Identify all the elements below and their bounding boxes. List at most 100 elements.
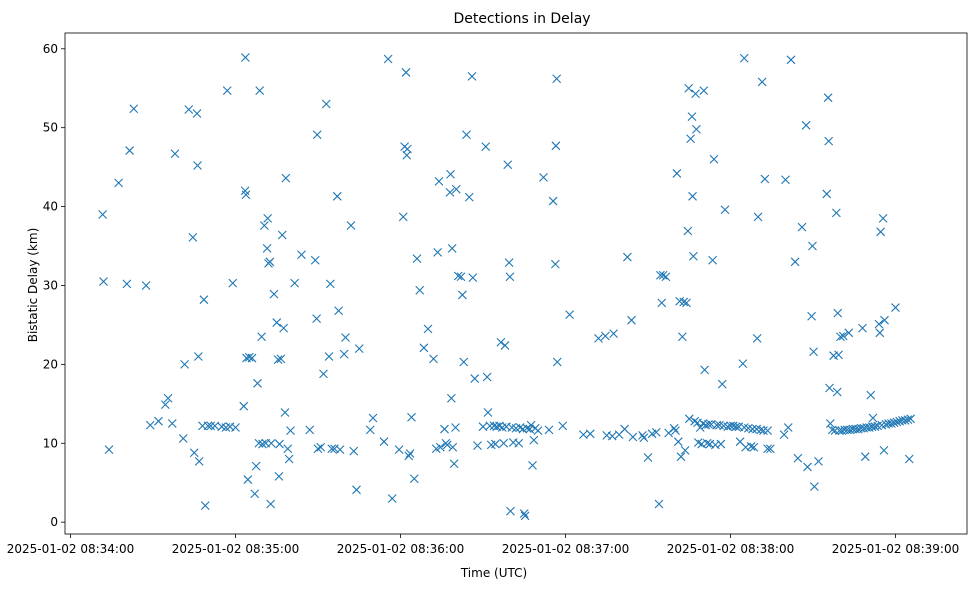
data-point: [194, 457, 204, 466]
data-point: [691, 89, 700, 99]
data-point: [442, 440, 452, 450]
data-point: [145, 420, 155, 430]
data-point: [325, 279, 335, 289]
markers-layer: [98, 53, 916, 521]
x-tick-label: 2025-01-02 08:36:00: [337, 542, 464, 556]
data-point: [875, 328, 885, 338]
data-point: [467, 72, 477, 81]
data-point: [259, 221, 269, 230]
data-point: [505, 272, 515, 282]
data-point: [717, 379, 727, 389]
data-point: [98, 210, 108, 219]
data-point: [808, 241, 817, 251]
data-point: [262, 244, 272, 253]
data-point: [548, 196, 558, 206]
data-point: [506, 506, 515, 516]
data-point: [170, 149, 180, 159]
data-point: [310, 255, 320, 265]
data-point: [297, 250, 306, 260]
data-point: [886, 419, 896, 428]
data-point: [274, 472, 284, 481]
data-point: [254, 438, 264, 448]
data-point: [638, 430, 647, 440]
data-point: [453, 271, 463, 281]
data-point: [814, 457, 823, 466]
data-point: [809, 482, 819, 492]
data-point: [661, 272, 671, 282]
data-point: [876, 227, 886, 237]
data-point: [334, 306, 344, 316]
data-point: [255, 86, 265, 95]
data-point: [655, 270, 665, 280]
data-point: [620, 424, 630, 434]
y-tick-label: 50: [43, 121, 58, 135]
data-point: [520, 511, 530, 521]
data-point: [243, 475, 253, 484]
data-point: [276, 354, 286, 364]
data-point: [412, 254, 422, 264]
data-point: [434, 176, 444, 186]
data-point: [154, 416, 163, 426]
data-point: [319, 369, 328, 379]
data-point: [446, 169, 455, 179]
data-point: [550, 259, 560, 269]
data-point: [688, 251, 698, 261]
data-point: [522, 423, 532, 433]
data-point: [558, 421, 568, 431]
data-point: [686, 134, 696, 144]
data-point: [682, 298, 691, 308]
data-point: [680, 445, 690, 455]
data-point: [286, 426, 295, 436]
data-point: [858, 323, 867, 333]
data-point: [838, 331, 848, 341]
data-point: [266, 499, 276, 509]
data-point: [709, 154, 719, 164]
data-point: [807, 311, 817, 321]
data-point: [462, 130, 471, 140]
data-point: [529, 435, 539, 445]
data-point: [684, 83, 694, 93]
data-point: [830, 426, 840, 436]
data-point: [528, 460, 537, 470]
data-point: [695, 423, 705, 432]
data-point: [253, 378, 262, 388]
data-point: [433, 247, 443, 257]
data-point: [482, 372, 492, 382]
data-point: [823, 93, 833, 103]
data-point: [651, 427, 661, 437]
data-point: [464, 192, 474, 202]
data-point: [673, 437, 683, 447]
data-point: [692, 124, 701, 134]
data-point: [379, 437, 389, 447]
data-point: [354, 344, 364, 353]
data-point: [683, 226, 693, 236]
data-point: [141, 281, 151, 290]
data-point: [456, 272, 466, 282]
data-point: [352, 485, 361, 495]
data-point: [180, 359, 190, 369]
data-point: [793, 453, 803, 463]
data-point: [305, 425, 315, 435]
data-point: [349, 446, 359, 456]
data-point: [831, 208, 841, 218]
data-point: [731, 422, 741, 432]
data-point: [600, 331, 610, 341]
data-point: [679, 297, 689, 307]
y-axis-label: Bistatic Delay (km): [26, 228, 40, 343]
data-point: [312, 130, 322, 140]
data-point: [702, 438, 712, 448]
data-point: [607, 431, 617, 441]
data-point: [332, 191, 342, 201]
data-point: [203, 421, 213, 431]
data-point: [781, 175, 790, 185]
data-point: [423, 324, 433, 334]
data-point: [184, 105, 194, 114]
data-point: [251, 461, 261, 471]
data-point: [499, 438, 509, 448]
data-point: [429, 354, 438, 364]
data-point: [368, 413, 378, 423]
data-point: [739, 53, 749, 63]
y-tick-label: 10: [43, 436, 58, 450]
data-point: [316, 442, 326, 452]
data-point: [551, 141, 561, 151]
